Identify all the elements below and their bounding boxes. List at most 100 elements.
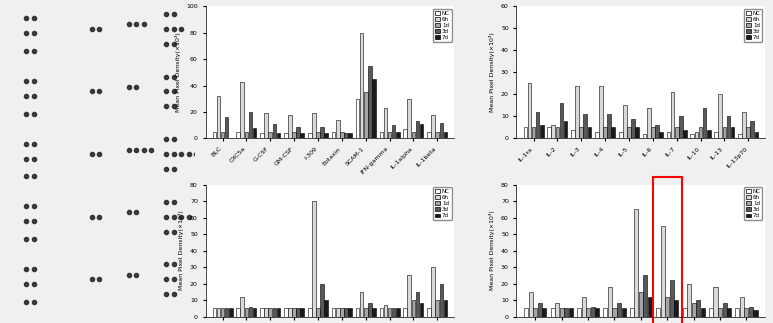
- Bar: [683, 130, 686, 139]
- Y-axis label: Mean Pixel Density(×10³): Mean Pixel Density(×10³): [175, 33, 181, 112]
- Bar: [244, 308, 248, 317]
- Bar: [292, 308, 296, 317]
- Bar: [623, 105, 627, 139]
- Bar: [440, 122, 443, 139]
- Bar: [690, 134, 694, 139]
- Bar: [277, 308, 281, 317]
- Legend: NC, 6h, 1d, 3d, 7d: NC, 6h, 1d, 3d, 7d: [433, 9, 451, 42]
- Bar: [359, 33, 363, 139]
- Bar: [738, 134, 742, 139]
- Bar: [727, 116, 730, 139]
- Bar: [273, 308, 276, 317]
- Bar: [325, 133, 328, 139]
- Bar: [316, 308, 320, 317]
- Bar: [586, 308, 590, 317]
- Bar: [730, 127, 734, 139]
- Bar: [540, 125, 543, 139]
- Bar: [707, 130, 710, 139]
- Bar: [608, 114, 611, 139]
- Bar: [284, 133, 288, 139]
- Bar: [692, 303, 696, 317]
- Bar: [336, 308, 339, 317]
- Bar: [301, 308, 304, 317]
- Bar: [396, 308, 400, 317]
- Bar: [431, 267, 435, 317]
- Bar: [661, 226, 665, 317]
- Bar: [284, 308, 288, 317]
- Bar: [533, 308, 537, 317]
- Bar: [332, 308, 335, 317]
- Bar: [216, 308, 220, 317]
- Bar: [340, 308, 344, 317]
- Bar: [643, 134, 646, 139]
- Bar: [440, 284, 443, 317]
- Bar: [643, 275, 648, 317]
- Bar: [635, 127, 639, 139]
- Bar: [550, 308, 555, 317]
- Bar: [638, 292, 643, 317]
- Bar: [348, 133, 352, 139]
- Bar: [296, 127, 300, 139]
- Bar: [744, 308, 748, 317]
- Bar: [532, 127, 536, 139]
- Bar: [709, 308, 713, 317]
- Legend: NC, 6h, 1d, 3d, 7d: NC, 6h, 1d, 3d, 7d: [744, 9, 762, 42]
- Bar: [703, 108, 707, 139]
- Bar: [372, 308, 376, 317]
- Bar: [407, 99, 411, 139]
- Bar: [718, 94, 722, 139]
- Bar: [320, 127, 324, 139]
- Bar: [723, 303, 727, 317]
- Bar: [348, 308, 352, 317]
- Bar: [308, 308, 312, 317]
- Bar: [296, 308, 300, 317]
- Bar: [301, 133, 304, 139]
- Bar: [577, 308, 581, 317]
- Bar: [435, 132, 439, 139]
- Bar: [599, 86, 603, 139]
- Bar: [647, 108, 651, 139]
- Bar: [666, 132, 670, 139]
- Bar: [411, 132, 415, 139]
- Bar: [651, 127, 655, 139]
- Bar: [696, 300, 700, 317]
- Bar: [249, 112, 252, 139]
- Bar: [656, 308, 660, 317]
- Bar: [683, 308, 686, 317]
- Bar: [584, 114, 587, 139]
- Bar: [427, 132, 431, 139]
- Bar: [420, 124, 424, 139]
- Bar: [648, 297, 652, 317]
- Bar: [699, 127, 703, 139]
- Bar: [536, 112, 540, 139]
- Bar: [595, 132, 599, 139]
- Bar: [420, 303, 424, 317]
- Bar: [718, 308, 722, 317]
- Bar: [751, 121, 754, 139]
- Bar: [253, 128, 257, 139]
- Bar: [368, 66, 372, 139]
- Bar: [543, 308, 547, 317]
- Bar: [560, 103, 564, 139]
- Y-axis label: Mean Pixel Density(×10³): Mean Pixel Density(×10³): [489, 33, 495, 112]
- Bar: [444, 132, 448, 139]
- Bar: [754, 310, 758, 317]
- Bar: [523, 127, 527, 139]
- Bar: [427, 308, 431, 317]
- Bar: [221, 132, 224, 139]
- Bar: [216, 96, 220, 139]
- Bar: [621, 308, 625, 317]
- Bar: [575, 86, 579, 139]
- Bar: [627, 127, 631, 139]
- Bar: [240, 82, 244, 139]
- Bar: [630, 308, 634, 317]
- Bar: [595, 308, 599, 317]
- Bar: [344, 133, 348, 139]
- Bar: [359, 292, 363, 317]
- Bar: [261, 308, 264, 317]
- Bar: [571, 130, 575, 139]
- Bar: [225, 308, 229, 317]
- Bar: [727, 308, 731, 317]
- Bar: [407, 275, 411, 317]
- Bar: [687, 284, 691, 317]
